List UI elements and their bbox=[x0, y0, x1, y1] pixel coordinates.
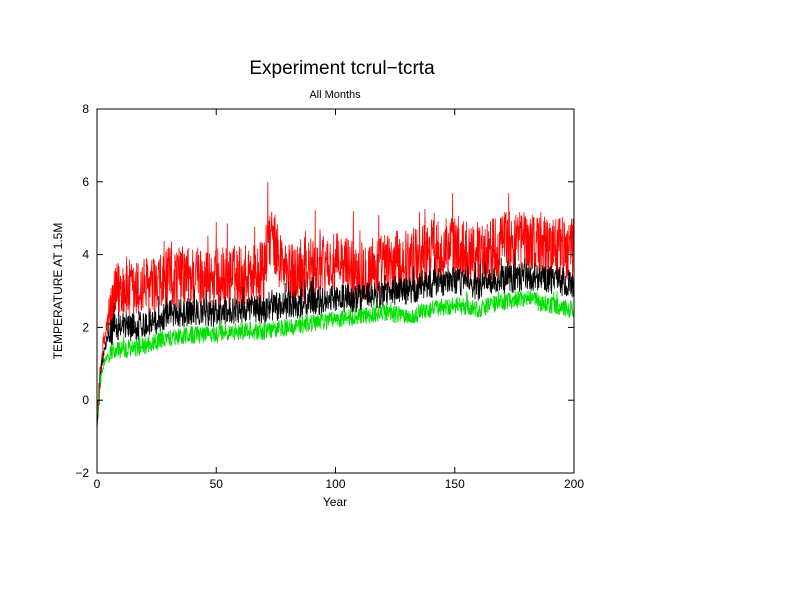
x-tick-label: 200 bbox=[564, 477, 584, 491]
y-tick-label: 4 bbox=[82, 248, 89, 262]
chart-title: Experiment tcrul−tcrta bbox=[249, 58, 435, 79]
y-tick-label: 0 bbox=[82, 393, 89, 407]
x-tick-label: 50 bbox=[210, 477, 224, 491]
x-axis-label: Year bbox=[323, 495, 347, 509]
series-line-1 bbox=[96, 181, 575, 431]
y-tick-label: 8 bbox=[82, 102, 89, 116]
series-group bbox=[96, 181, 575, 432]
y-tick-label: −2 bbox=[75, 466, 89, 480]
y-tick-label: 6 bbox=[82, 175, 89, 189]
series-line-3 bbox=[96, 290, 575, 415]
x-tick-label: 0 bbox=[94, 477, 101, 491]
series-line-2 bbox=[96, 252, 575, 432]
ticks-group: 0 50 100 150 200 −2 0 2 4 6 8 bbox=[75, 102, 584, 491]
x-tick-label: 150 bbox=[445, 477, 465, 491]
chart-subtitle: All Months bbox=[309, 89, 361, 101]
y-tick-label: 2 bbox=[82, 320, 89, 334]
y-axis-label: TEMPERATURE AT 1.5M bbox=[51, 223, 65, 360]
x-tick-label: 100 bbox=[325, 477, 345, 491]
